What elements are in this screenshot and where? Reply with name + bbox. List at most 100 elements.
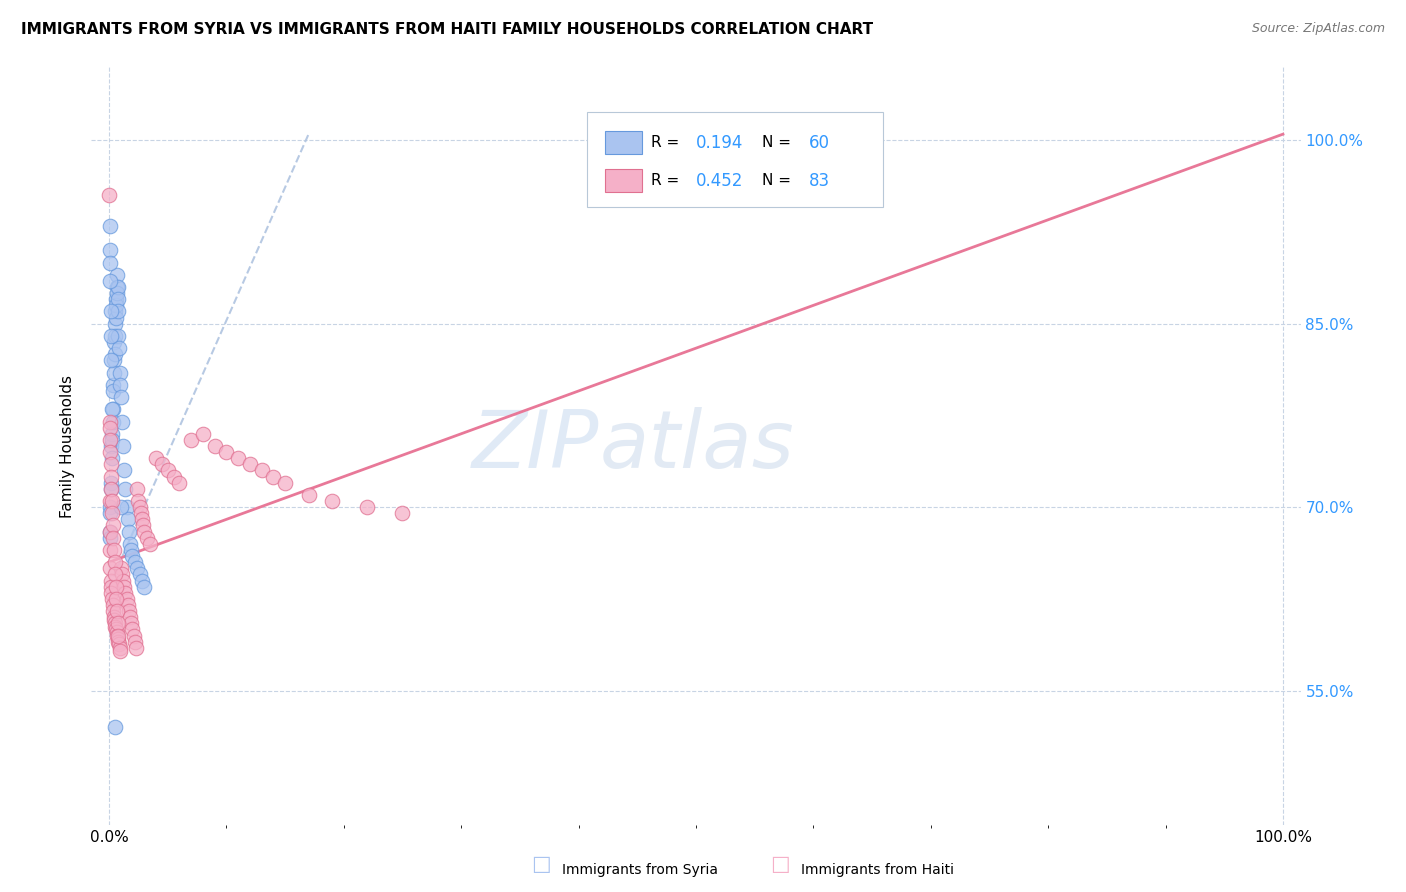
Point — [101, 591, 124, 606]
Point — [321, 494, 343, 508]
Point — [135, 531, 157, 545]
Point — [100, 482, 122, 496]
Point — [101, 604, 124, 618]
Point — [104, 620, 127, 634]
Point — [103, 555, 125, 569]
Point — [104, 329, 127, 343]
Point — [104, 580, 127, 594]
Point — [103, 610, 125, 624]
Point — [101, 402, 124, 417]
Point — [121, 549, 143, 563]
Point — [274, 475, 297, 490]
Point — [239, 458, 262, 472]
Text: Immigrants from Haiti: Immigrants from Haiti — [801, 863, 955, 877]
Point — [250, 463, 273, 477]
Point — [104, 304, 127, 318]
Point — [104, 616, 127, 631]
Point — [105, 298, 128, 312]
Point — [169, 475, 191, 490]
Point — [98, 543, 121, 558]
Point — [127, 494, 149, 508]
Point — [120, 610, 142, 624]
Point — [104, 317, 127, 331]
Point — [98, 500, 121, 515]
Text: □: □ — [770, 854, 790, 873]
Point — [114, 586, 136, 600]
Point — [120, 537, 142, 551]
Point — [391, 506, 413, 520]
Point — [100, 586, 122, 600]
Point — [98, 255, 121, 269]
Point — [124, 555, 146, 569]
Text: Source: ZipAtlas.com: Source: ZipAtlas.com — [1251, 22, 1385, 36]
Point — [108, 640, 131, 655]
Point — [108, 377, 131, 392]
Point — [111, 415, 134, 429]
Point — [100, 482, 122, 496]
Point — [107, 634, 129, 648]
Point — [297, 488, 319, 502]
Point — [145, 451, 167, 466]
Point — [100, 469, 122, 483]
Point — [129, 506, 152, 520]
Text: N =: N = — [762, 136, 796, 150]
Point — [112, 463, 135, 477]
Point — [100, 353, 122, 368]
Point — [105, 280, 128, 294]
Point — [112, 580, 135, 594]
Point — [107, 280, 129, 294]
FancyBboxPatch shape — [605, 131, 641, 154]
Point — [107, 629, 129, 643]
Point — [112, 574, 135, 588]
Point — [105, 624, 128, 639]
Point — [101, 433, 124, 447]
Point — [120, 616, 142, 631]
Point — [226, 451, 249, 466]
Point — [98, 524, 121, 539]
Point — [100, 304, 122, 318]
Point — [128, 567, 150, 582]
Point — [122, 629, 145, 643]
Point — [98, 445, 121, 459]
Point — [131, 512, 153, 526]
Text: 0.452: 0.452 — [696, 171, 744, 190]
Point — [356, 500, 378, 515]
Point — [108, 644, 131, 658]
Point — [100, 561, 122, 575]
Point — [101, 426, 124, 441]
Point — [104, 567, 127, 582]
Point — [115, 591, 138, 606]
Point — [110, 561, 132, 575]
Point — [118, 524, 141, 539]
Point — [108, 637, 131, 651]
Point — [108, 341, 131, 355]
Point — [103, 543, 125, 558]
Point — [110, 390, 132, 404]
Point — [127, 561, 149, 575]
Point — [100, 458, 122, 472]
Point — [101, 506, 124, 520]
Point — [107, 304, 129, 318]
Point — [105, 604, 128, 618]
Point — [204, 439, 226, 453]
Point — [103, 613, 125, 627]
Point — [98, 219, 121, 233]
Point — [103, 334, 125, 349]
Point — [98, 274, 121, 288]
Point — [98, 433, 121, 447]
Point — [104, 347, 127, 361]
Point — [110, 500, 132, 515]
Point — [101, 415, 124, 429]
Point — [134, 580, 156, 594]
Point — [112, 439, 135, 453]
Point — [128, 500, 150, 515]
Point — [131, 574, 153, 588]
Point — [103, 384, 125, 398]
Point — [262, 469, 284, 483]
Point — [117, 512, 139, 526]
Point — [98, 531, 121, 545]
Point — [117, 598, 139, 612]
Point — [134, 524, 156, 539]
Point — [107, 632, 129, 647]
Point — [120, 543, 142, 558]
